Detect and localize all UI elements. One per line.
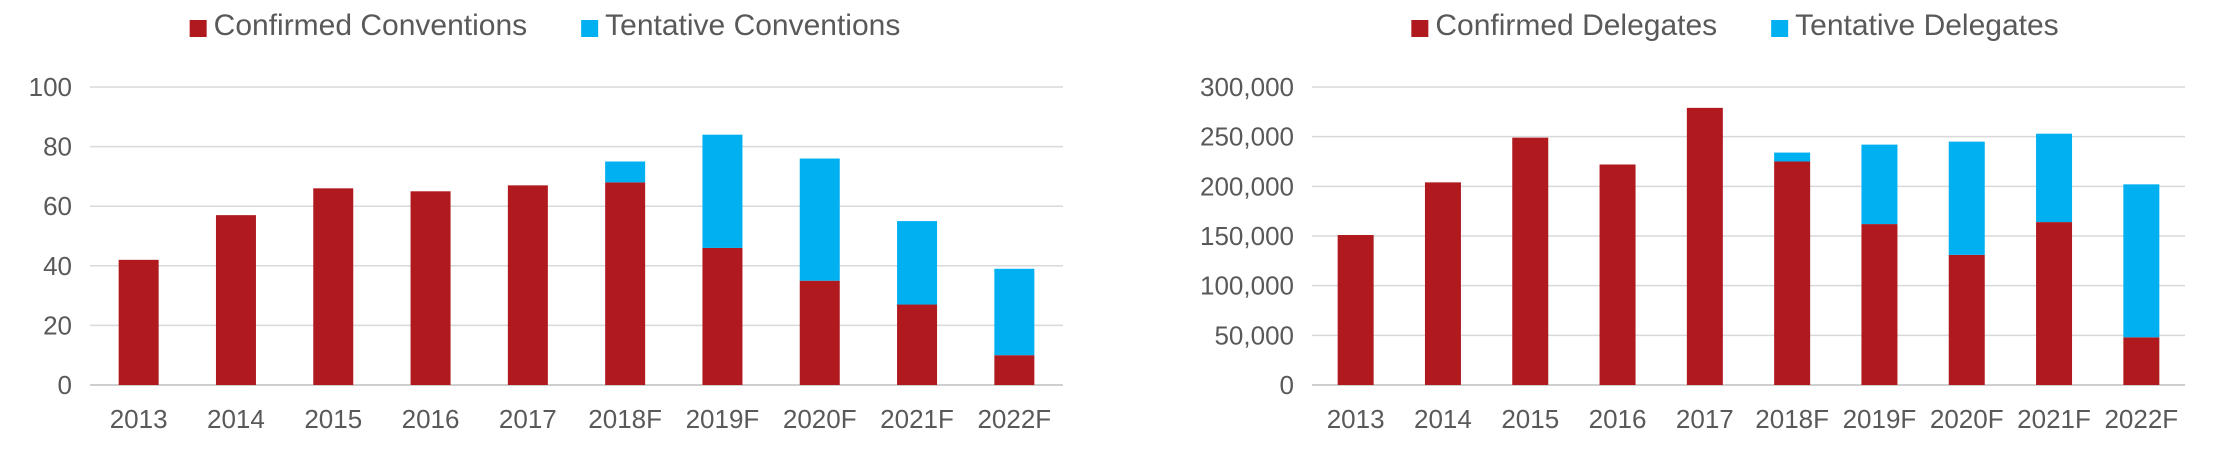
legend-label: Confirmed Conventions bbox=[214, 9, 528, 42]
bar-confirmed-conventions-2013 bbox=[118, 259, 159, 385]
x-tick-label: 2020F bbox=[783, 404, 857, 434]
x-tick-label: 2018F bbox=[1755, 404, 1829, 434]
bar-tentative-delegates-2021f bbox=[2036, 133, 2073, 223]
x-tick-label: 2015 bbox=[304, 404, 362, 434]
bar-confirmed-conventions-2019f bbox=[702, 247, 743, 385]
bar-tentative-delegates-2019f bbox=[1861, 144, 1898, 225]
x-tick-label: 2014 bbox=[1414, 404, 1472, 434]
x-tick-label: 2013 bbox=[110, 404, 168, 434]
legend-label: Tentative Conventions bbox=[605, 9, 900, 42]
bar-confirmed-delegates-2013 bbox=[1337, 235, 1374, 385]
bar-confirmed-delegates-2019f bbox=[1861, 224, 1898, 385]
bar-confirmed-conventions-2020f bbox=[799, 280, 840, 385]
y-tick-label: 80 bbox=[43, 132, 72, 162]
y-tick-label: 250,000 bbox=[1200, 122, 1294, 152]
legend-label: Tentative Delegates bbox=[1795, 9, 2059, 42]
bar-confirmed-delegates-2018f bbox=[1774, 161, 1811, 385]
x-tick-label: 2022F bbox=[977, 404, 1051, 434]
x-tick-label: 2021F bbox=[2017, 404, 2091, 434]
x-tick-label: 2018F bbox=[588, 404, 662, 434]
bar-tentative-delegates-2018f bbox=[1774, 152, 1811, 162]
bar-confirmed-conventions-2016 bbox=[410, 191, 451, 385]
conventions-chart: 0 20 40 60 80 100 2013 2014 2015 2016 2017 2018F 201… bbox=[29, 9, 1063, 434]
y-tick-label: 100,000 bbox=[1200, 271, 1294, 301]
legend-swatch bbox=[581, 20, 599, 37]
bar-confirmed-delegates-2021f bbox=[2036, 222, 2073, 385]
y-tick-label: 100 bbox=[29, 72, 72, 102]
bar-confirmed-conventions-2017 bbox=[507, 185, 548, 385]
y-tick-label: 300,000 bbox=[1200, 72, 1294, 102]
x-tick-label: 2020F bbox=[1930, 404, 2004, 434]
legend-swatch bbox=[1411, 20, 1429, 37]
x-tick-label: 2021F bbox=[880, 404, 954, 434]
x-tick-label: 2015 bbox=[1501, 404, 1559, 434]
x-tick-label: 2014 bbox=[207, 404, 265, 434]
bar-confirmed-delegates-2015 bbox=[1512, 137, 1549, 385]
y-tick-label: 40 bbox=[43, 251, 72, 281]
bar-confirmed-delegates-2017 bbox=[1686, 107, 1723, 386]
legend: Confirmed Delegates Tentative Delegates bbox=[1411, 9, 2059, 42]
x-tick-label: 2022F bbox=[2104, 404, 2178, 434]
y-tick-label: 60 bbox=[43, 191, 72, 221]
y-tick-label: 20 bbox=[43, 310, 72, 340]
x-tick-label: 2017 bbox=[1676, 404, 1734, 434]
bar-confirmed-conventions-2014 bbox=[215, 215, 256, 385]
bar-confirmed-conventions-2018f bbox=[605, 182, 646, 385]
y-tick-label: 0 bbox=[58, 370, 72, 400]
x-tick-label: 2016 bbox=[1589, 404, 1647, 434]
bar-tentative-conventions-2021f bbox=[897, 221, 938, 305]
bar-confirmed-delegates-2020f bbox=[1948, 254, 1985, 385]
x-tick-label: 2017 bbox=[499, 404, 557, 434]
bar-confirmed-conventions-2015 bbox=[313, 188, 354, 385]
delegates-chart: 0 50,000 100,000 150,000 200,000 250,000 300,0… bbox=[1200, 9, 2185, 434]
bar-confirmed-conventions-2021f bbox=[897, 304, 938, 385]
legend-swatch bbox=[1771, 20, 1789, 37]
bar-confirmed-delegates-2014 bbox=[1424, 182, 1461, 385]
bar-tentative-conventions-2019f bbox=[702, 134, 743, 248]
bar-tentative-delegates-2020f bbox=[1948, 141, 1985, 255]
bar-confirmed-delegates-2022f bbox=[2123, 337, 2160, 385]
y-tick-label: 0 bbox=[1280, 370, 1294, 400]
bar-tentative-delegates-2022f bbox=[2123, 184, 2160, 338]
legend-label: Confirmed Delegates bbox=[1435, 9, 1717, 42]
bar-tentative-conventions-2022f bbox=[994, 268, 1035, 356]
legend-swatch bbox=[189, 20, 207, 37]
bar-confirmed-conventions-2022f bbox=[994, 355, 1035, 385]
y-tick-label: 200,000 bbox=[1200, 171, 1294, 201]
x-tick-label: 2016 bbox=[402, 404, 460, 434]
bar-tentative-conventions-2020f bbox=[799, 158, 840, 281]
x-tick-label: 2013 bbox=[1327, 404, 1385, 434]
legend: Confirmed Conventions Tentative Conventio… bbox=[189, 9, 900, 42]
y-tick-label: 150,000 bbox=[1200, 221, 1294, 251]
bar-confirmed-delegates-2016 bbox=[1599, 164, 1636, 385]
bar-tentative-conventions-2018f bbox=[605, 161, 646, 183]
x-tick-label: 2019F bbox=[1843, 404, 1917, 434]
x-tick-label: 2019F bbox=[686, 404, 760, 434]
y-tick-label: 50,000 bbox=[1214, 320, 1294, 350]
